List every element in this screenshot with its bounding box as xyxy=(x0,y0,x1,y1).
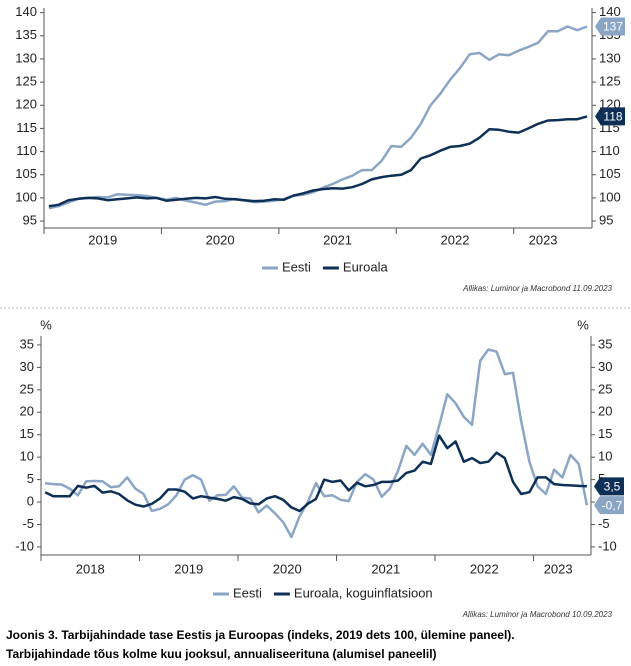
y-tick-label: 35 xyxy=(20,336,34,351)
y-tick-label: 15 xyxy=(598,426,612,441)
y-tick-label: 105 xyxy=(15,166,37,181)
y-tick-label: 140 xyxy=(15,4,37,19)
end-label: -0,7 xyxy=(602,498,623,512)
y-tick-label: 95 xyxy=(23,212,37,227)
caption-line: Joonis 3. Tarbijahindade tase Eestis ja … xyxy=(6,628,515,642)
y-tick-label: 25 xyxy=(20,381,34,396)
y-tick-label: -5 xyxy=(22,516,34,531)
legend-label: Eesti xyxy=(282,259,311,274)
x-tick-label: 2022 xyxy=(470,561,499,576)
y-tick-label: 115 xyxy=(16,120,37,135)
y-tick-label: 125 xyxy=(599,74,621,89)
y-tick-label: 20 xyxy=(598,404,612,419)
y-tick-label: 125 xyxy=(15,74,37,89)
y-tick-label: 30 xyxy=(598,359,612,374)
y-tick-label: 95 xyxy=(599,212,613,227)
end-label: 3,5 xyxy=(604,480,621,494)
x-tick-label: 2020 xyxy=(273,561,302,576)
y-tick-label: 100 xyxy=(599,189,621,204)
y-tick-label: 30 xyxy=(20,359,34,374)
y-tick-label: 0 xyxy=(27,493,34,508)
y-tick-label: 135 xyxy=(15,27,37,42)
end-label: 118 xyxy=(603,110,622,124)
x-tick-label: 2018 xyxy=(76,561,105,576)
x-tick-label: 2019 xyxy=(88,232,117,247)
y-tick-label: 130 xyxy=(15,50,37,65)
end-tag xyxy=(594,496,624,515)
caption-line: Tarbijahindade tõus kolme kuu jooksul, a… xyxy=(6,647,437,661)
end-tag xyxy=(595,107,625,126)
y-tick-label: 20 xyxy=(20,404,34,419)
end-tag xyxy=(595,17,625,36)
legend-label: Eesti xyxy=(233,585,262,600)
x-tick-label: 2019 xyxy=(174,561,203,576)
legend-label: Euroala xyxy=(343,259,389,274)
series-line xyxy=(48,25,588,210)
y-tick-label: -10 xyxy=(598,538,617,553)
y-tick-label: 10 xyxy=(20,449,34,464)
series-line xyxy=(44,348,589,539)
y-tick-label: 110 xyxy=(599,143,620,158)
legend-label: Euroala, koguinflatsioon xyxy=(294,585,433,600)
x-tick-label: 2021 xyxy=(323,232,352,247)
y-tick-label: 140 xyxy=(599,4,621,19)
y-tick-label: -5 xyxy=(598,516,610,531)
y-tick-label: 120 xyxy=(15,97,37,112)
x-tick-label: 2022 xyxy=(441,232,470,247)
y-tick-label: 100 xyxy=(15,189,37,204)
x-tick-label: 2020 xyxy=(206,232,235,247)
end-tag xyxy=(594,477,624,496)
y-tick-label: 15 xyxy=(20,426,34,441)
source-note: Allikas: Luminor ja Macrobond 10.09.2023 xyxy=(462,610,613,619)
y-tick-label: 130 xyxy=(599,50,621,65)
y-unit: % xyxy=(577,317,589,332)
y-tick-label: 5 xyxy=(27,471,34,486)
y-tick-label: 105 xyxy=(599,166,621,181)
y-tick-label: -10 xyxy=(15,538,34,553)
y-tick-label: 10 xyxy=(598,449,612,464)
y-unit: % xyxy=(40,317,52,332)
x-tick-label: 2023 xyxy=(529,232,558,247)
x-tick-label: 2021 xyxy=(371,561,400,576)
y-tick-label: 25 xyxy=(598,381,612,396)
y-tick-label: 110 xyxy=(16,143,37,158)
series-line xyxy=(44,434,587,513)
y-tick-label: 35 xyxy=(598,336,612,351)
source-note: Allikas: Luminor ja Macrobond 11.09.2023 xyxy=(462,284,612,293)
x-tick-label: 2023 xyxy=(544,561,573,576)
end-label: 137 xyxy=(603,20,623,34)
series-line xyxy=(48,115,588,208)
